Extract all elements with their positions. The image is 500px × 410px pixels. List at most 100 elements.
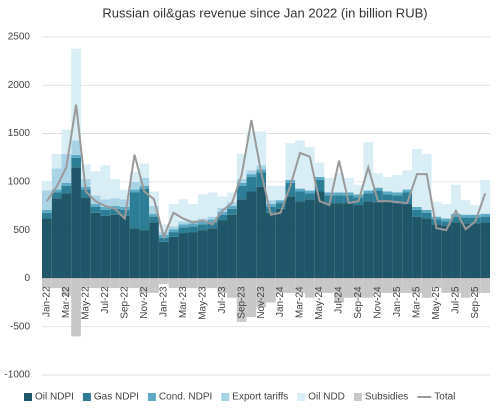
bar-segment — [51, 198, 62, 279]
bar-segment — [382, 194, 393, 202]
bar-segment — [256, 278, 266, 308]
bar-segment — [149, 206, 159, 214]
bar-segment — [149, 222, 159, 279]
bar-segment — [227, 214, 237, 279]
bar-segment — [51, 189, 62, 193]
bar-segment — [129, 278, 140, 289]
bar-segment — [51, 153, 62, 169]
bar-segment — [110, 208, 120, 215]
bar-segment — [480, 222, 490, 279]
bar-segment — [402, 204, 413, 279]
bar-segment — [314, 191, 325, 279]
bar-segment — [470, 278, 481, 293]
bar-segment — [188, 226, 198, 233]
bar-segment — [178, 199, 189, 222]
bar-segment — [61, 278, 72, 296]
bar-segment — [158, 224, 169, 233]
bar-segment — [51, 278, 62, 289]
y-tick-label: -1000 — [4, 370, 30, 381]
bar-segment — [343, 192, 354, 196]
x-tick-label: Mar-24 — [295, 286, 306, 318]
bar-segment — [110, 278, 120, 289]
bar-segment — [275, 185, 286, 201]
bar-segment — [158, 241, 169, 279]
x-tick-label: Jan-25 — [392, 286, 403, 317]
legend-label: Subsidies — [365, 392, 408, 403]
bar-segment — [197, 224, 208, 231]
bar-segment — [392, 203, 403, 279]
bar-segment — [451, 278, 461, 293]
bar-segment — [227, 192, 237, 203]
bar-segment — [80, 278, 91, 289]
bar-segment — [285, 179, 296, 183]
x-tick-label: Jan-24 — [275, 286, 286, 317]
bar-segment — [275, 203, 286, 209]
bar-segment — [168, 236, 179, 279]
y-tick-label: 2000 — [8, 80, 31, 91]
bar-segment — [100, 199, 111, 207]
bar-segment — [256, 186, 266, 279]
bar-segment — [71, 278, 81, 337]
bar-segment — [373, 190, 383, 203]
bar-segment — [275, 200, 286, 204]
bar-segment — [80, 189, 91, 198]
bar-segment — [207, 228, 218, 279]
bar-segment — [90, 278, 101, 289]
bar-segment — [236, 185, 247, 200]
bar-segment — [90, 204, 101, 207]
legend-label: Oil NDD — [308, 392, 345, 403]
bar-segment — [217, 278, 228, 293]
bar-segment — [119, 215, 130, 279]
bar-segment — [90, 171, 101, 196]
bar-segment — [266, 206, 276, 213]
bar-segment — [295, 140, 305, 189]
bar-segment — [207, 219, 218, 223]
bar-segment — [451, 213, 461, 217]
legend-label: Total — [434, 392, 455, 403]
bar-segment — [373, 187, 383, 191]
bar-segment — [334, 195, 344, 204]
bar-segment — [110, 198, 120, 206]
bar-segment — [100, 206, 111, 210]
bar-segment — [421, 278, 432, 298]
bar-segment — [343, 177, 354, 193]
bar-segment — [421, 218, 432, 279]
bar-segment — [460, 200, 471, 215]
legend-label: Gas NDPI — [94, 392, 139, 403]
bar-segment — [139, 185, 150, 189]
bar-segment — [295, 191, 305, 202]
bar-segment — [382, 201, 393, 279]
bar-segment — [246, 177, 257, 192]
bar-segment — [168, 226, 179, 230]
bar-segment — [314, 177, 325, 180]
bar-segment — [460, 278, 471, 298]
bar-segment — [217, 211, 228, 215]
bar-segment — [110, 206, 120, 209]
bar-segment — [100, 165, 111, 200]
bar-segment — [295, 201, 305, 279]
bar-segment — [90, 212, 101, 279]
bar-segment — [207, 278, 218, 289]
bar-segment — [266, 200, 276, 205]
x-tick-label: Jan-22 — [42, 286, 53, 317]
bar-segment — [100, 209, 111, 216]
bar-segment — [304, 199, 315, 279]
bar-segment — [42, 218, 52, 279]
bar-segment — [158, 278, 169, 285]
bar-segment — [470, 214, 481, 218]
bar-segment — [149, 216, 159, 223]
bar-segment — [149, 278, 159, 293]
x-tick-label: Sep-23 — [236, 286, 247, 319]
x-tick-label: Mar-22 — [61, 286, 72, 318]
bar-segment — [178, 227, 189, 234]
bar-segment — [61, 185, 72, 194]
bar-segment — [158, 237, 169, 242]
bar-segment — [119, 199, 130, 207]
bar-segment — [90, 195, 101, 205]
bar-segment — [480, 216, 490, 223]
bar-segment — [314, 278, 325, 293]
bar-segment — [412, 149, 422, 207]
bar-segment — [236, 153, 247, 179]
bar-segment — [470, 223, 481, 279]
